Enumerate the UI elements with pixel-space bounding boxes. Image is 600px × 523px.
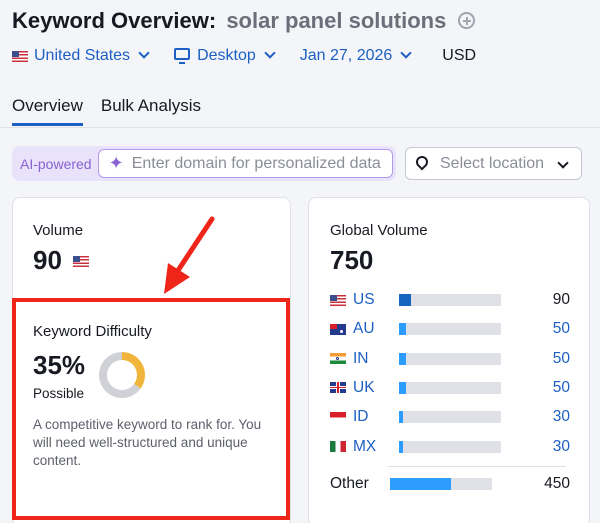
- uk-flag-icon: [330, 382, 346, 394]
- desktop-icon: [174, 48, 191, 64]
- chevron-down-icon: [400, 47, 412, 59]
- other-value: 450: [544, 475, 570, 492]
- highlight-box: [12, 298, 290, 520]
- volume-bar: [399, 440, 501, 453]
- location-placeholder: Select location: [440, 154, 545, 172]
- kd-value: 35%: [33, 350, 86, 380]
- sparkle-icon: ✦: [108, 153, 124, 173]
- country-row-in: IN 50: [330, 349, 570, 369]
- location-pin-icon: [413, 153, 431, 170]
- domain-input[interactable]: ✦ Enter domain for personalized data: [97, 149, 393, 178]
- device-dropdown[interactable]: Desktop: [174, 47, 276, 65]
- country-volume[interactable]: 30: [552, 437, 570, 455]
- volume-bar-fill: [399, 440, 404, 453]
- volume-bar-fill: [399, 381, 407, 394]
- in-flag-icon: [330, 353, 346, 365]
- country-volume[interactable]: 50: [552, 378, 570, 396]
- add-icon[interactable]: [458, 12, 476, 29]
- ai-powered-badge: AI-powered: [20, 155, 92, 172]
- country-code[interactable]: AU: [353, 320, 375, 338]
- global-volume-label: Global Volume: [330, 222, 428, 239]
- volume-kd-card: [12, 197, 291, 523]
- us-flag-icon: [12, 50, 28, 62]
- domain-input-placeholder: Enter domain for personalized data: [131, 154, 381, 172]
- volume-bar-fill: [399, 411, 404, 424]
- volume-bar: [399, 381, 501, 394]
- country-row-uk: UK 50: [330, 378, 570, 398]
- filter-bar: United States Desktop Jan 27, 2026 USD: [12, 46, 476, 66]
- tab-bar: Overview Bulk Analysis: [12, 96, 219, 126]
- country-code[interactable]: IN: [353, 349, 369, 367]
- mx-flag-icon: [330, 441, 346, 452]
- country-volume[interactable]: 50: [552, 349, 570, 367]
- id-flag-icon: [330, 411, 346, 423]
- au-flag-icon: [330, 323, 346, 335]
- us-flag-icon: [330, 294, 346, 306]
- chevron-down-icon: [264, 47, 276, 59]
- country-volume[interactable]: 30: [552, 408, 570, 426]
- volume-number: 90: [33, 245, 62, 275]
- country-row-us: US 90: [330, 290, 570, 310]
- tab-bulk-analysis[interactable]: Bulk Analysis: [100, 96, 202, 115]
- chevron-down-icon: [138, 47, 150, 59]
- country-volume[interactable]: 50: [552, 320, 570, 338]
- volume-bar: [399, 323, 501, 336]
- device-label: Desktop: [197, 47, 256, 64]
- country-code[interactable]: US: [353, 291, 375, 308]
- currency-label: USD: [442, 47, 477, 64]
- volume-bar-fill: [399, 323, 407, 336]
- ai-domain-bar: AI-powered ✦ Enter domain for personaliz…: [12, 146, 396, 181]
- page-header: Keyword Overview: solar panel solutions …: [0, 0, 600, 128]
- volume-bar-fill: [399, 294, 412, 306]
- kd-label: Keyword Difficulty: [33, 323, 152, 340]
- date-dropdown[interactable]: Jan 27, 2026: [299, 47, 412, 65]
- volume-bar: [399, 411, 501, 424]
- country-code[interactable]: MX: [353, 437, 377, 455]
- chevron-down-icon: [557, 157, 569, 169]
- divider: [388, 466, 566, 467]
- volume-bar-fill: [390, 478, 452, 490]
- page-title: Keyword Overview: solar panel solutions: [12, 8, 476, 34]
- country-volume: 90: [552, 291, 570, 308]
- volume-bar: [399, 352, 501, 365]
- country-dropdown[interactable]: United States: [12, 47, 150, 65]
- country-row-other: Other 450: [330, 474, 570, 494]
- location-select[interactable]: Select location: [405, 147, 582, 180]
- volume-bar: [390, 478, 492, 490]
- keyword-text: solar panel solutions: [226, 8, 447, 33]
- country-code[interactable]: UK: [353, 378, 375, 396]
- other-label: Other: [330, 475, 369, 492]
- country-row-id: ID 30: [330, 407, 570, 427]
- title-text: Keyword Overview:: [12, 8, 217, 33]
- us-flag-icon: [73, 256, 89, 267]
- kd-donut-chart: [99, 352, 145, 398]
- volume-bar: [399, 294, 501, 306]
- tab-overview[interactable]: Overview: [12, 96, 83, 126]
- date-label: Jan 27, 2026: [299, 47, 393, 64]
- country-label: United States: [34, 47, 131, 64]
- volume-value: 90: [33, 245, 62, 276]
- volume-bar-fill: [399, 352, 407, 365]
- country-row-au: AU 50: [330, 319, 570, 339]
- kd-level: Possible: [33, 386, 85, 401]
- kd-description: A competitive keyword to rank for. You w…: [33, 417, 262, 468]
- volume-label: Volume: [33, 222, 84, 239]
- global-volume-value: 750: [330, 245, 374, 275]
- country-code[interactable]: ID: [353, 408, 369, 426]
- country-row-mx: MX 30: [330, 437, 570, 457]
